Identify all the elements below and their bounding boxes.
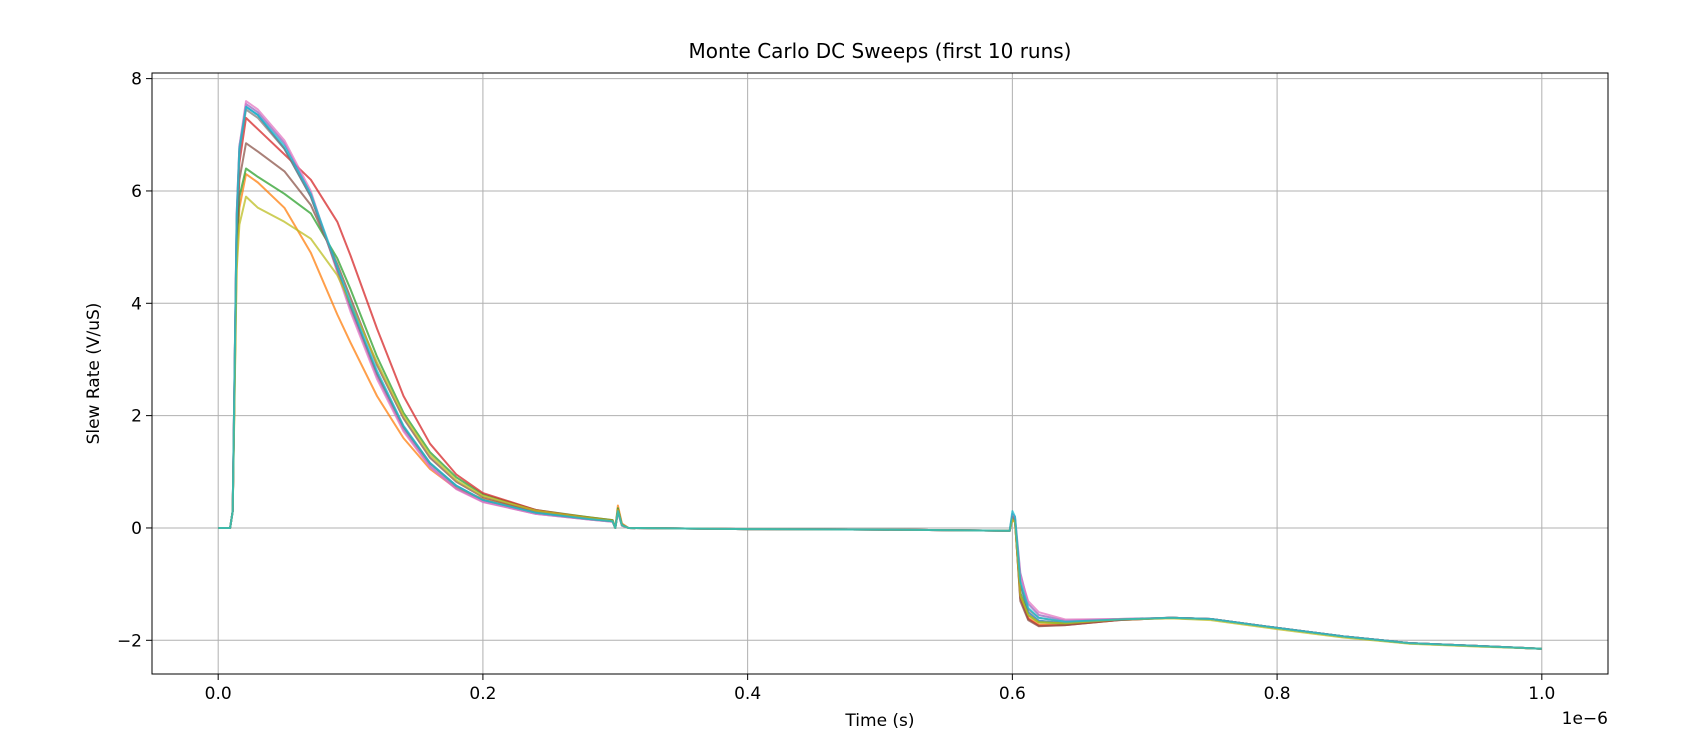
plot-frame	[151, 72, 1609, 675]
x-tick-label: 0.8	[1264, 684, 1291, 704]
chart-title: Monte Carlo DC Sweeps (first 10 runs)	[689, 39, 1072, 63]
x-tick-label: 0.4	[734, 684, 761, 704]
x-tick-label: 0.2	[469, 684, 496, 704]
series-layer	[218, 100, 1542, 650]
y-axis-label: Slew Rate (V/uS)	[84, 303, 104, 445]
x-tick-label: 0.6	[999, 684, 1026, 704]
x-offset-label: 1e−6	[1562, 709, 1608, 729]
x-tick-label: 0.0	[205, 684, 232, 704]
y-tick-label: 2	[131, 407, 142, 427]
y-tick-label: 4	[131, 294, 142, 314]
y-tick-label: −2	[117, 631, 142, 651]
y-tick-label: 6	[131, 182, 142, 202]
y-tick-label: 8	[131, 70, 142, 90]
x-tick-label: 1.0	[1528, 684, 1555, 704]
x-axis-label: Time (s)	[844, 711, 914, 731]
series-line-10	[218, 105, 1542, 650]
tick-layer: 0.0 0.2 0.4 0.6 0.8 1.0 −2 0 2 4 6 8	[117, 70, 1555, 704]
y-tick-label: 0	[131, 519, 142, 539]
